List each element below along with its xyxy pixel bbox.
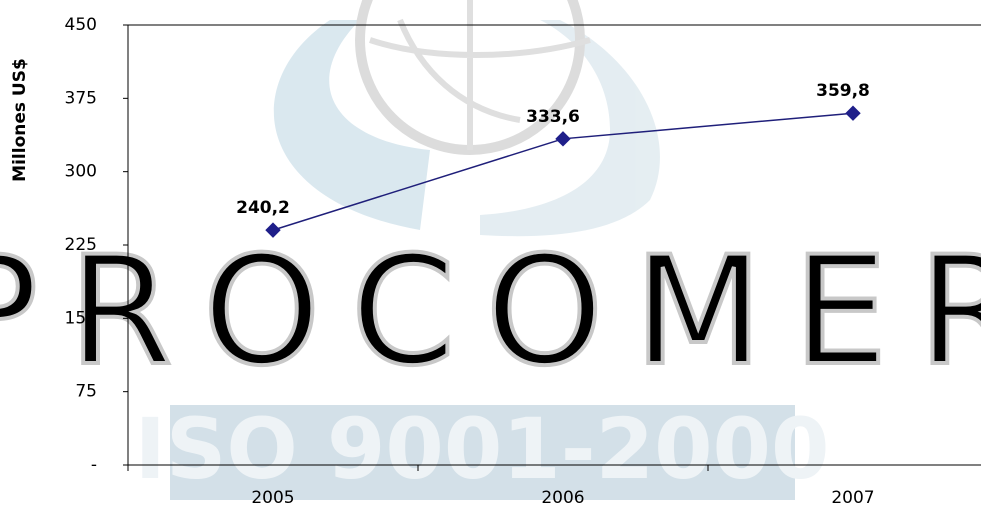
y-tick-label: 150 [65, 308, 97, 328]
y-tick-label: 450 [65, 15, 97, 35]
data-label: 240,2 [236, 198, 290, 218]
data-point [265, 222, 281, 238]
y-tick-label: 300 [65, 162, 97, 182]
y-tick-label: 225 [65, 235, 97, 255]
data-label: 359,8 [816, 81, 870, 101]
data-label: 333,6 [526, 107, 580, 127]
data-point [555, 131, 571, 147]
data-point [845, 105, 861, 121]
x-tick-label: 2007 [831, 488, 874, 508]
y-tick-label: - [91, 455, 97, 475]
y-axis-label: Millones US$ [10, 58, 30, 182]
watermark-globe [273, 0, 660, 237]
watermark-title: PROCOMER [0, 225, 981, 399]
y-tick-label: 75 [75, 382, 97, 402]
y-tick-label: 375 [65, 88, 97, 108]
watermark-band [170, 405, 795, 500]
x-tick-label: 2006 [541, 488, 584, 508]
x-tick-label: 2005 [251, 488, 294, 508]
watermark-subtitle: ISO 9001-2000 [135, 400, 830, 498]
